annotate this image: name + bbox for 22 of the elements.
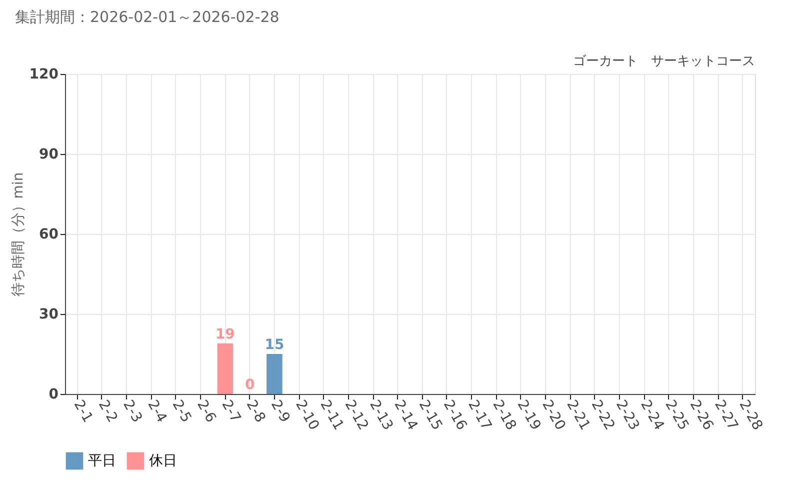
legend-label: 平日 xyxy=(88,452,116,469)
y-tick-label: 60 xyxy=(39,226,59,242)
x-tick-label: 2-5 xyxy=(168,398,194,426)
y-tick-label: 0 xyxy=(48,386,59,402)
y-axis-title: 待ち時間（分）min xyxy=(10,172,26,297)
text: ゴーカート サーキットコース xyxy=(573,54,755,69)
x-tick-label: 2-6 xyxy=(194,398,219,426)
data-label: 19 xyxy=(215,326,235,342)
x-tick-label: 2-7 xyxy=(218,398,244,426)
x-tick-label: 2-3 xyxy=(120,398,145,426)
chart-title: 集計期間：2026-02-01～2026-02-28 xyxy=(15,8,280,26)
x-tick-label: 2-4 xyxy=(144,398,170,426)
data-label: 0 xyxy=(244,377,255,393)
x-tick-label: 2-2 xyxy=(95,398,120,426)
y-tick-label: 120 xyxy=(29,66,59,82)
x-tick-label: 2-1 xyxy=(70,398,96,426)
y-tick-label: 90 xyxy=(39,146,59,162)
x-tick-label: 2-8 xyxy=(242,398,268,426)
data-label: 15 xyxy=(264,337,284,353)
x-tick-label: 2-9 xyxy=(268,398,293,426)
y-tick-label: 30 xyxy=(39,306,59,322)
legend-label: 休日 xyxy=(149,452,177,469)
